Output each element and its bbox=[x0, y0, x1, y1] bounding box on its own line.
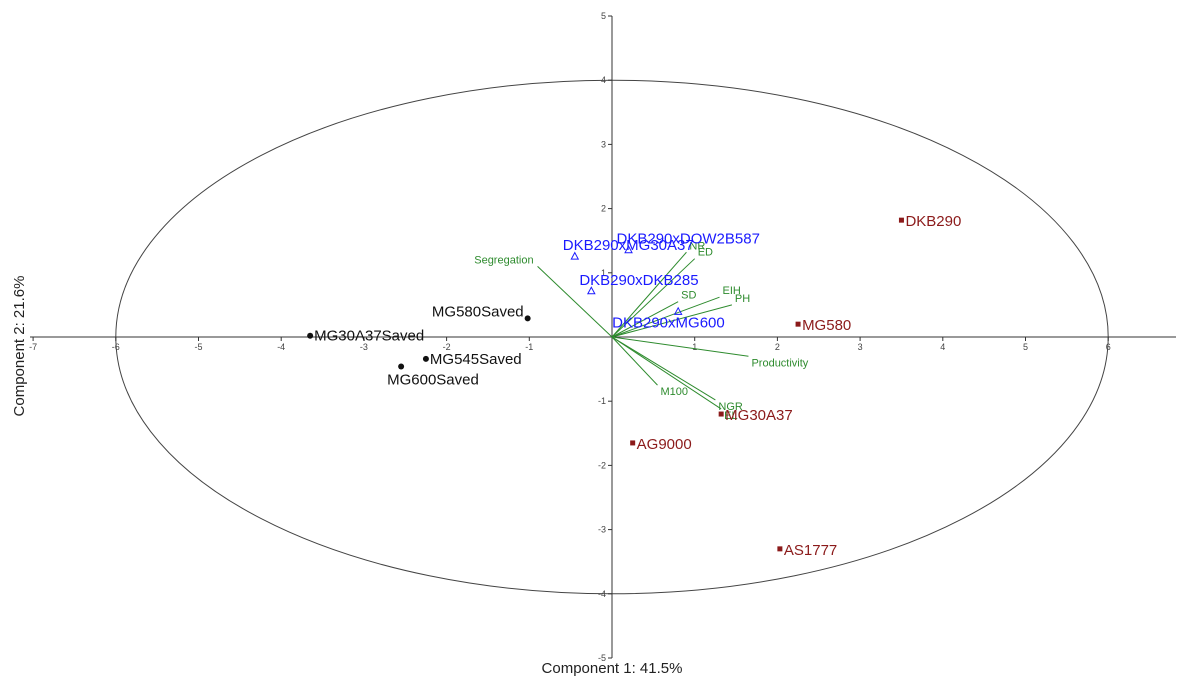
vector-label-m100: M100 bbox=[660, 386, 688, 398]
y-axis-title: Component 2: 21.6% bbox=[11, 276, 28, 417]
x-tick-label: -5 bbox=[194, 342, 202, 352]
vector-eih bbox=[611, 296, 720, 338]
point-mg580 bbox=[795, 321, 801, 327]
y-tick-label: -4 bbox=[598, 589, 606, 599]
point-mg545saved bbox=[422, 355, 429, 362]
point-as1777 bbox=[777, 546, 783, 552]
x-tick-label: -3 bbox=[360, 342, 368, 352]
vector-label-ngr: NGR bbox=[718, 401, 743, 413]
point-dkb290 bbox=[898, 217, 904, 223]
point-label-dkb290xdkb285: DKB290xDKB285 bbox=[579, 272, 698, 289]
vector-label-eih: EIH bbox=[723, 285, 741, 297]
point-dkb290xmg600 bbox=[673, 306, 683, 315]
y-tick-label: 2 bbox=[601, 204, 606, 214]
x-tick-label: 2 bbox=[775, 342, 780, 352]
point-mg30a37saved bbox=[307, 332, 314, 339]
point-mg30a37 bbox=[718, 411, 724, 417]
vector-nr bbox=[611, 251, 687, 338]
point-label-as1777: AS1777 bbox=[784, 542, 837, 559]
y-tick-label: -2 bbox=[598, 460, 606, 470]
points-layer: MG580Saved MG30A37Saved MG545Saved MG600Sav… bbox=[307, 213, 961, 559]
y-tick-label: 4 bbox=[601, 75, 606, 85]
point-label-mg600saved: MG600Saved bbox=[387, 372, 479, 389]
y-tick-label: 1 bbox=[601, 268, 606, 278]
y-tick-label: -3 bbox=[598, 525, 606, 535]
point-label-dkb290xmg600: DKB290xMG600 bbox=[612, 314, 725, 331]
point-label-mg580: MG580 bbox=[802, 317, 851, 334]
y-tick-label: 5 bbox=[601, 11, 606, 21]
point-label-dkb290xdow2b587: DKB290xDOW2B587 bbox=[617, 231, 760, 248]
vector-el bbox=[611, 336, 722, 410]
vector-m100 bbox=[611, 336, 658, 386]
point-ag9000 bbox=[630, 440, 636, 446]
vector-label-nr: NR bbox=[689, 240, 705, 252]
vector-label-ph: PH bbox=[735, 293, 750, 305]
point-label-dkb290xmg30a37: DKB290xMG30A37 bbox=[563, 237, 694, 254]
x-tick-label: -4 bbox=[277, 342, 285, 352]
point-label-mg580saved: MG580Saved bbox=[432, 303, 524, 320]
x-tick-label: 5 bbox=[1023, 342, 1028, 352]
axes-layer: -7 -6 -5 -4 -3 -2 -1 1 2 3 4 5 6 -5 -4 -3 -2 -1 1 2 3 4 5 bbox=[29, 11, 1176, 663]
vector-ph bbox=[611, 304, 733, 338]
point-label-ag9000: AG9000 bbox=[637, 436, 692, 453]
point-dkb290xmg30a37 bbox=[570, 251, 580, 260]
point-dkb290xdow2b587 bbox=[624, 245, 633, 254]
vector-label-productivity: Productivity bbox=[751, 357, 808, 369]
vector-ed bbox=[611, 258, 696, 338]
point-label-mg545saved: MG545Saved bbox=[430, 351, 522, 368]
x-tick-label: -6 bbox=[112, 342, 120, 352]
x-tick-label: -7 bbox=[29, 342, 37, 352]
vector-label-segregation: Segregation bbox=[474, 254, 533, 266]
x-tick-label: 4 bbox=[940, 342, 945, 352]
x-tick-label: 3 bbox=[858, 342, 863, 352]
point-label-mg30a37saved: MG30A37Saved bbox=[314, 328, 424, 345]
vector-label-sd: SD bbox=[681, 290, 696, 302]
y-tick-label: 3 bbox=[601, 139, 606, 149]
vector-label-ed: ED bbox=[698, 247, 713, 259]
x-axis-title: Component 1: 41.5% bbox=[542, 660, 683, 676]
vector-segregation bbox=[537, 266, 613, 338]
point-label-mg30a37: MG30A37 bbox=[725, 407, 793, 424]
x-tick-label: 1 bbox=[692, 342, 697, 352]
point-mg600saved bbox=[398, 363, 405, 370]
point-dkb290xdkb285 bbox=[586, 286, 596, 295]
vector-sd bbox=[611, 301, 679, 338]
point-label-dkb290: DKB290 bbox=[905, 213, 961, 230]
vector-ngr bbox=[611, 336, 716, 401]
x-tick-label: 6 bbox=[1106, 342, 1111, 352]
y-tick-label: -5 bbox=[598, 653, 606, 663]
point-mg580saved bbox=[524, 315, 531, 322]
vector-productivity bbox=[611, 336, 749, 357]
x-tick-label: -2 bbox=[443, 342, 451, 352]
x-tick-label: -1 bbox=[525, 342, 533, 352]
y-tick-label: -1 bbox=[598, 396, 606, 406]
vector-label-el: EL bbox=[724, 410, 737, 422]
